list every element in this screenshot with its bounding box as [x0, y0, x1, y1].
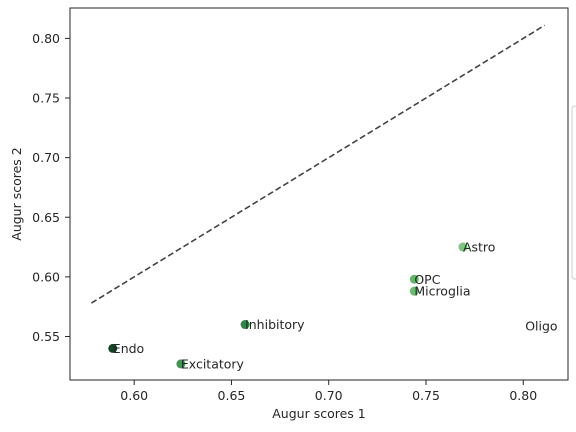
y-axis-label: Augur scores 2: [9, 147, 24, 240]
data-point: [108, 343, 118, 353]
data-points: [108, 242, 530, 369]
y-tick-label: 0.70: [32, 150, 60, 165]
x-axis-label: Augur scores 1: [272, 406, 365, 421]
x-tick-label: 0.80: [509, 388, 537, 403]
x-axis-ticks: 0.60 0.65 0.70 0.75 0.80: [120, 380, 537, 403]
data-point-label: Oligo: [525, 318, 557, 333]
y-tick-label: 0.65: [32, 210, 60, 225]
data-point-label: OPC: [414, 272, 440, 287]
reference-diagonal-line: [90, 24, 546, 304]
x-tick-label: 0.75: [412, 388, 440, 403]
data-point-label: Excitatory: [181, 356, 245, 371]
y-axis-ticks: 0.55 0.60 0.65 0.70 0.75 0.80: [32, 31, 70, 344]
y-tick-label: 0.60: [32, 269, 60, 284]
x-tick-label: 0.60: [120, 388, 148, 403]
x-tick-label: 0.65: [218, 388, 246, 403]
plot-frame: [69, 7, 569, 381]
data-point: [240, 320, 250, 330]
legend-fragment: [571, 105, 576, 280]
data-point: [520, 321, 530, 331]
data-point: [409, 274, 419, 284]
data-point: [176, 359, 186, 369]
plot-area: [69, 7, 569, 381]
data-point: [409, 286, 419, 296]
y-tick-label: 0.55: [32, 329, 60, 344]
legend-box-edge: [571, 105, 576, 280]
y-tick-label: 0.80: [32, 31, 60, 46]
data-point-label: Endo: [113, 341, 144, 356]
data-point-label: Astro: [463, 240, 495, 255]
data-point-label: Inhibitory: [245, 317, 305, 332]
data-point-label: Microglia: [414, 284, 470, 299]
x-tick-label: 0.70: [315, 388, 343, 403]
data-point: [458, 242, 468, 252]
y-tick-label: 0.75: [32, 91, 60, 106]
